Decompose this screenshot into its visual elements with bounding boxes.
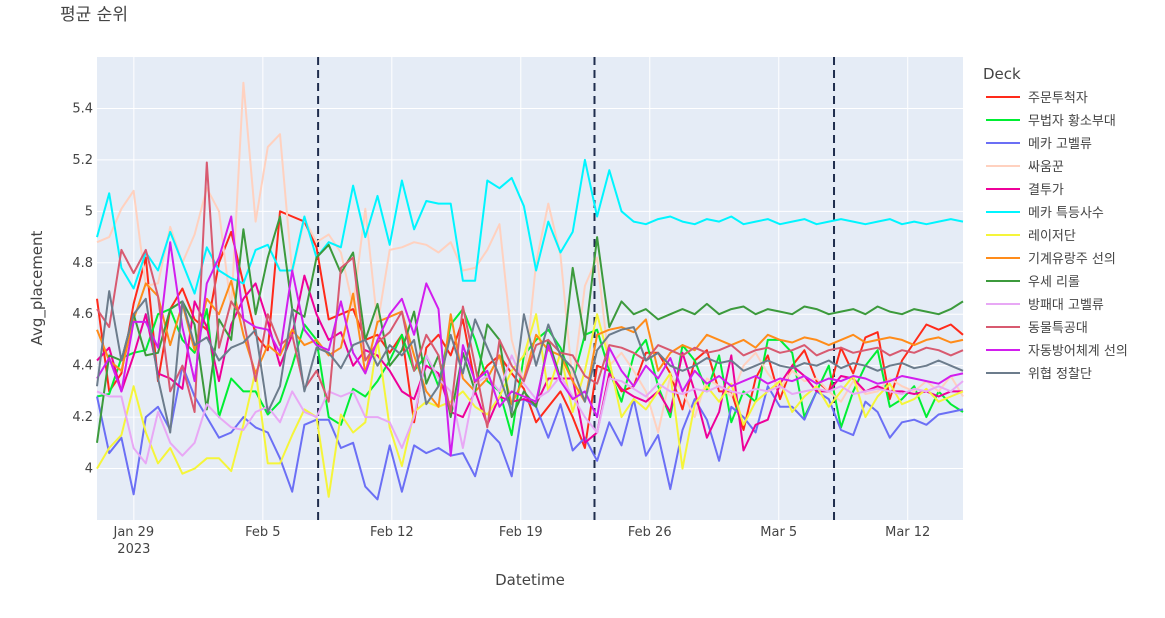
legend-item[interactable]: 방패대 고벨류 [986,298,1104,313]
legend-item[interactable]: 자동방어체계 선의 [986,344,1128,359]
x-tick-label: Feb 19 [499,525,543,540]
legend-label: 레이저단 [1028,229,1076,244]
legend-item[interactable]: 결투가 [986,183,1064,198]
x-tick-label: Feb 5 [245,525,280,540]
legend-label: 싸움꾼 [1028,160,1064,175]
legend-item[interactable]: 레이저단 [986,229,1076,244]
y-tick-label: 4.2 [72,410,93,425]
x-tick-label: Mar 5 [760,525,797,540]
series-lines [96,81,964,501]
legend-title: Deck [983,65,1021,83]
legend-label: 메카 특등사수 [1028,206,1104,221]
series-line [96,354,964,465]
legend-label: 결투가 [1028,183,1064,198]
legend-label: 주문투척자 [1028,91,1088,106]
legend-item[interactable]: 주문투척자 [986,91,1088,106]
series-line [96,81,964,434]
legend-item[interactable]: 싸움꾼 [986,160,1064,175]
legend-item[interactable]: 우세 리롤 [986,275,1080,290]
legend-item[interactable]: 메카 고벨류 [986,137,1092,152]
y-tick-label: 4.6 [72,307,93,322]
y-axis-title: Avg_placement [28,230,47,345]
legend-label: 우세 리롤 [1028,275,1080,290]
legend-label: 무법자 황소부대 [1028,114,1116,129]
x-axis-title: Datetime [495,571,565,589]
legend-label: 방패대 고벨류 [1028,298,1104,313]
y-tick-label: 5.4 [72,101,93,116]
series-line [96,158,964,295]
legend-label: 위협 정찰단 [1028,367,1092,382]
legend-item[interactable]: 동물특공대 [986,321,1088,336]
x-tick-label: Feb 12 [370,525,414,540]
legend-label: 동물특공대 [1028,321,1088,336]
legend-item[interactable]: 무법자 황소부대 [986,114,1116,129]
series-line [96,290,964,434]
legend-label: 자동방어체계 선의 [1028,344,1128,359]
legend-label: 기계유랑주 선의 [1028,252,1116,267]
x-tick-label: Jan 29 [112,525,154,540]
y-tick-label: 5 [85,204,93,219]
chart-title: 평균 순위 [60,5,128,25]
series-line [96,161,964,429]
legend-item[interactable]: 기계유랑주 선의 [986,252,1116,267]
y-tick-label: 4.8 [72,256,93,271]
x-axis-ticks: Jan 29 2023 Feb 5 Feb 12 Feb 19 Feb 26 Mar 5 Ma… [112,525,930,557]
y-axis-ticks: 4 4.2 4.4 4.6 4.8 5 5.2 5.4 [72,101,93,476]
x-tick-label: Feb 26 [628,525,672,540]
series-line [96,215,964,457]
series-line [96,364,964,501]
x-tick-label: Mar 12 [885,525,930,540]
y-tick-label: 5.2 [72,153,93,168]
legend-item[interactable]: 위협 정찰단 [986,367,1092,382]
series-line [96,279,964,408]
y-tick-label: 4.4 [72,359,93,374]
series-line [96,308,964,437]
legend-item[interactable]: 메카 특등사수 [986,206,1104,221]
y-tick-label: 4 [85,462,93,477]
legend-label: 메카 고벨류 [1028,137,1092,152]
x-tick-year: 2023 [117,542,150,557]
